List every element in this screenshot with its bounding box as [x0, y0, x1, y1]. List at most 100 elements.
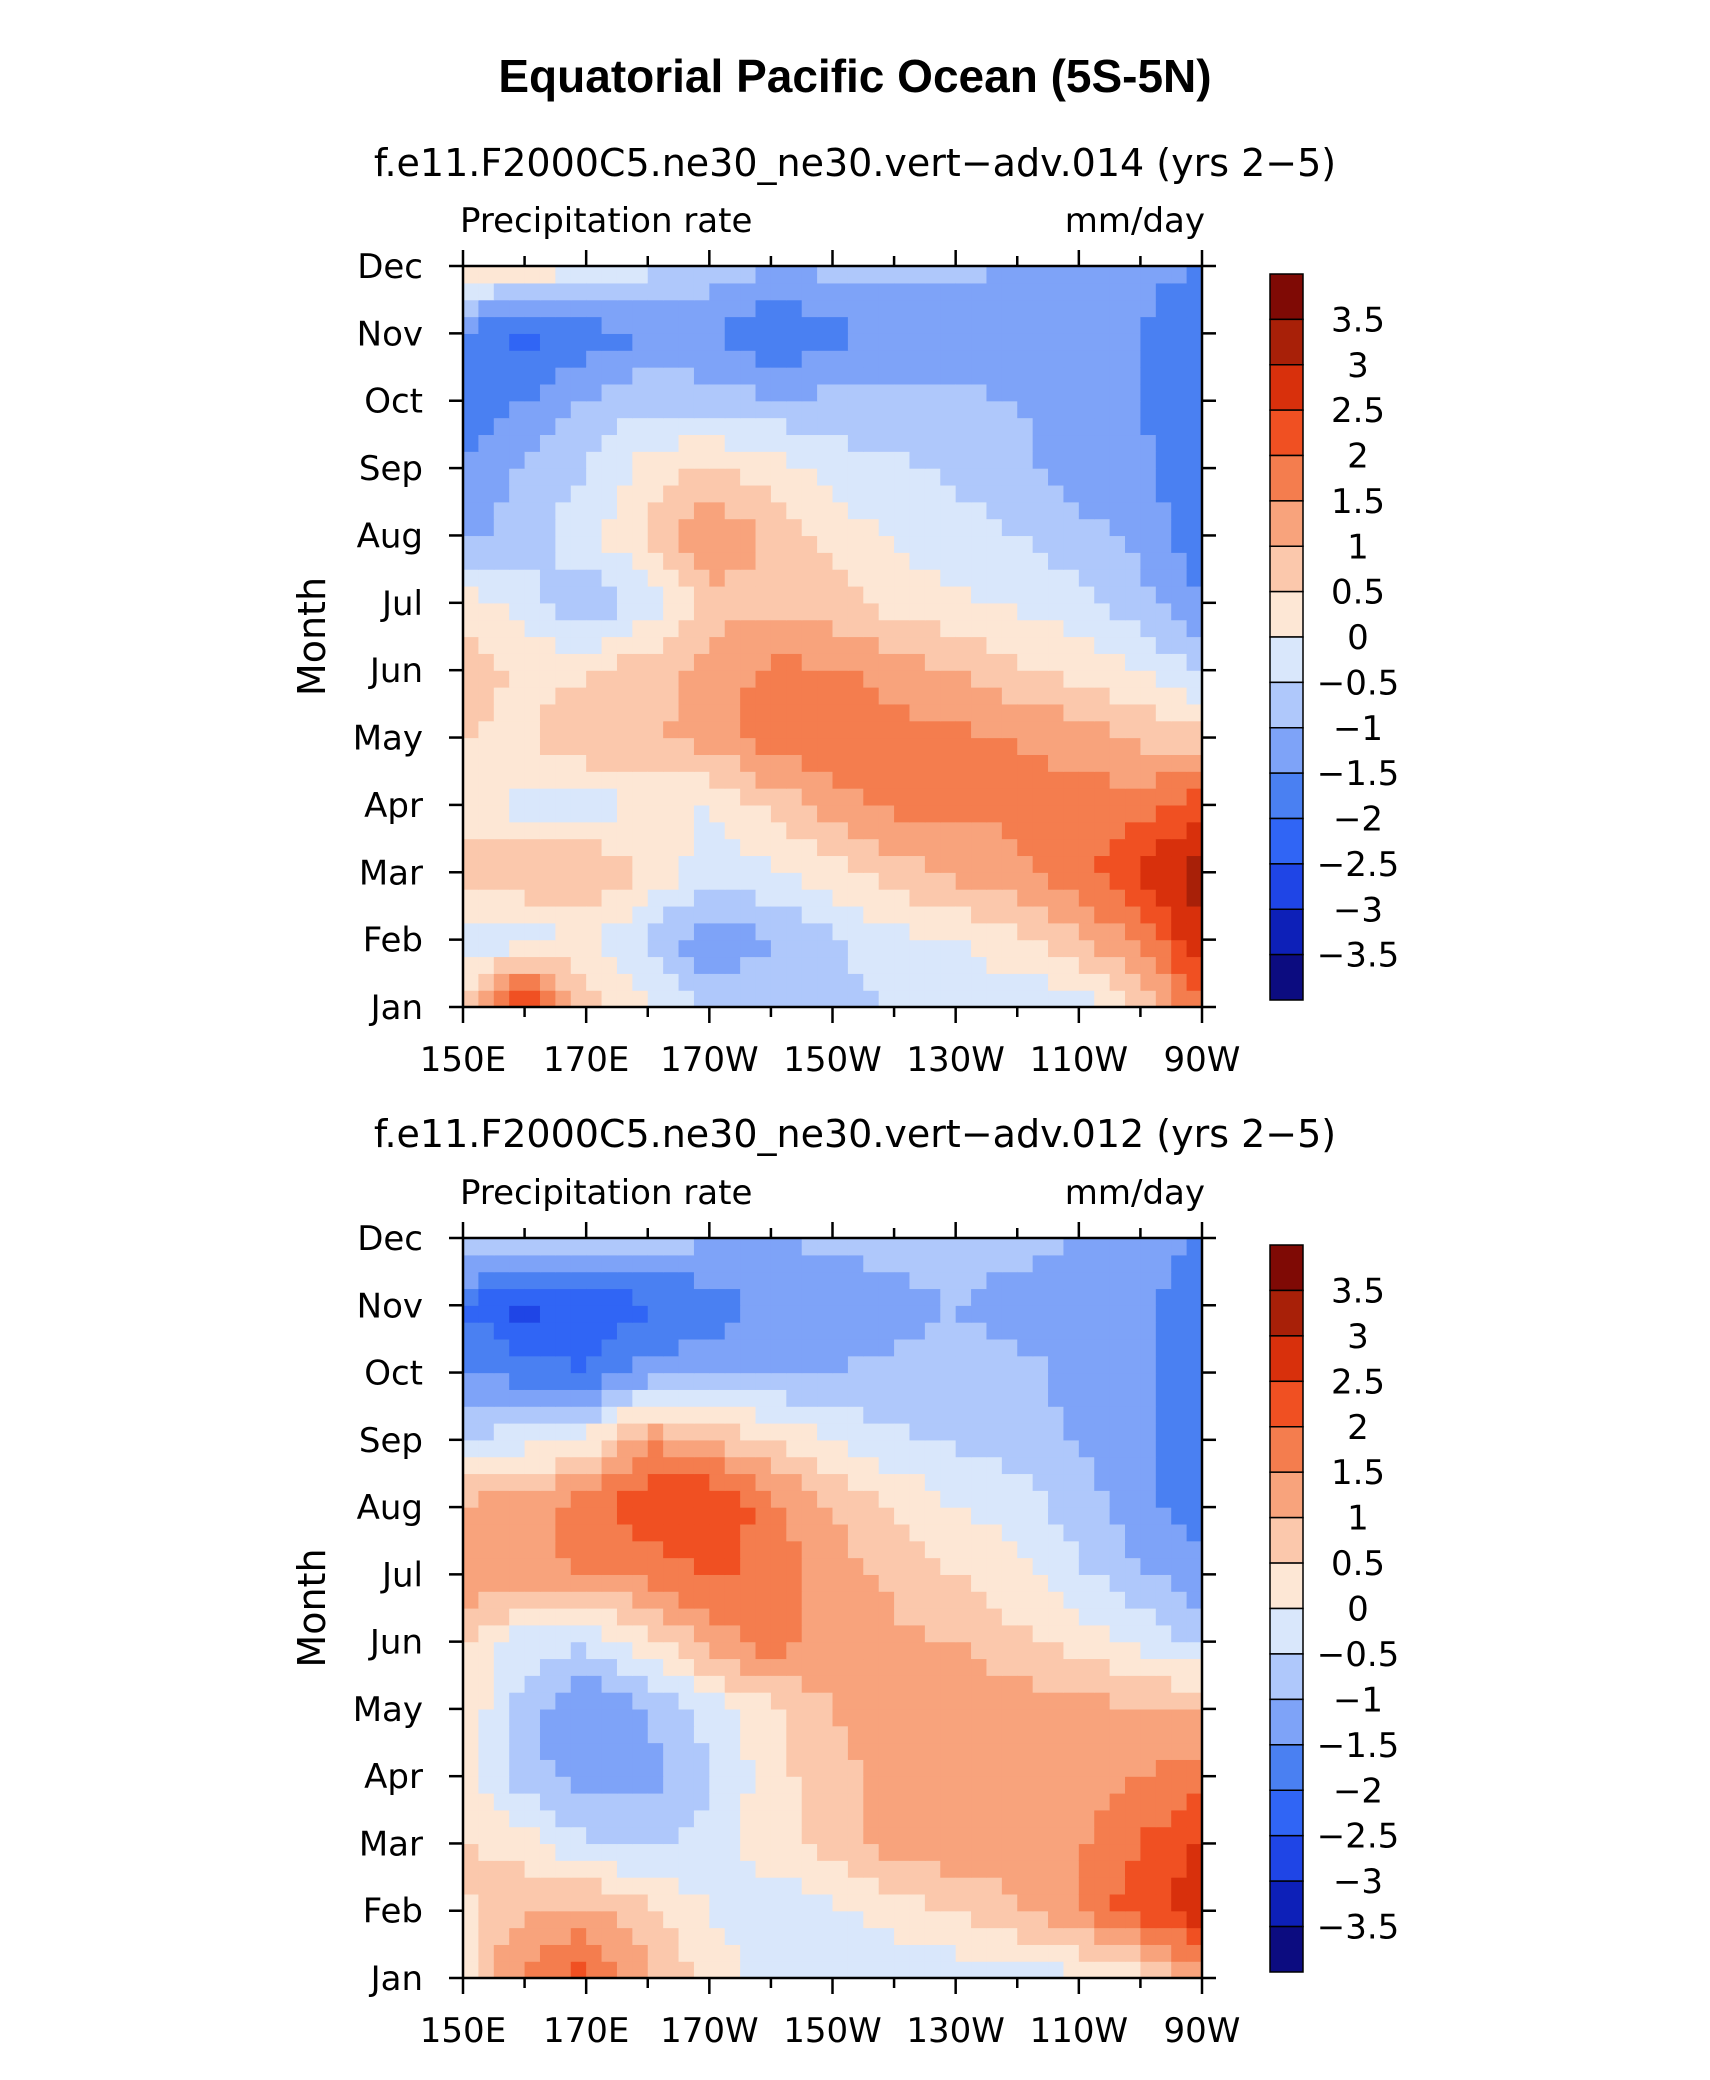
heatmap-cell [463, 670, 479, 688]
heatmap-cell [878, 939, 895, 958]
colorbar-box [1269, 1335, 1304, 1383]
heatmap-cell [1171, 1288, 1188, 1306]
heatmap-cell [1155, 1507, 1172, 1525]
heatmap-cell [1109, 1238, 1126, 1256]
heatmap-cell [786, 703, 803, 722]
heatmap-cell [601, 905, 618, 924]
heatmap-cell [847, 1708, 864, 1727]
heatmap-cell [924, 788, 941, 806]
heatmap-cell [1048, 602, 1065, 621]
heatmap-cell [894, 333, 911, 351]
heatmap-cell [586, 973, 603, 991]
heatmap-cell [740, 1725, 757, 1744]
heatmap-cell [1186, 1961, 1203, 1979]
heatmap-cell [1125, 1641, 1142, 1660]
heatmap-cell [1155, 417, 1172, 436]
heatmap-cell [1140, 1490, 1157, 1508]
heatmap-cell [616, 1490, 633, 1508]
heatmap-cell [1063, 1809, 1080, 1828]
heatmap-cell [647, 990, 664, 1008]
heatmap-cell [786, 552, 803, 570]
heatmap-cell [524, 939, 541, 958]
heatmap-cell [463, 1338, 479, 1357]
heatmap-cell [539, 720, 556, 739]
heatmap-cell [863, 350, 880, 368]
heatmap-cell [1171, 1692, 1188, 1710]
heatmap-cell [678, 400, 695, 419]
heatmap-cell [663, 973, 680, 991]
heatmap-cell [847, 1608, 864, 1626]
heatmap-cell [863, 266, 880, 284]
heatmap-cell [832, 1238, 849, 1256]
heatmap-cell [709, 299, 726, 318]
heatmap-cell [693, 1423, 710, 1441]
heatmap-cell [509, 1860, 526, 1878]
heatmap-cell [586, 1338, 603, 1357]
heatmap-cell [570, 1439, 587, 1458]
heatmap-cell [1109, 501, 1126, 520]
heatmap-cell [1017, 855, 1034, 873]
y-axis-label: Month [290, 1548, 334, 1667]
heatmap-cell [878, 1490, 895, 1508]
heatmap-cell [1063, 282, 1080, 301]
heatmap-cell [1032, 1557, 1049, 1575]
heatmap-cell [786, 1641, 803, 1660]
heatmap-cell [678, 518, 695, 537]
heatmap-cell [663, 838, 680, 857]
heatmap-cell [1155, 804, 1172, 823]
heatmap-cell [555, 1658, 572, 1676]
heatmap-cell [971, 1523, 988, 1542]
heatmap-cell [894, 1557, 911, 1575]
heatmap-cell [971, 1961, 988, 1979]
heatmap-cell [1017, 1860, 1034, 1878]
heatmap-cell [647, 619, 664, 638]
heatmap-cell [1078, 804, 1095, 823]
heatmap-cell [1032, 1742, 1049, 1760]
heatmap-cell [601, 619, 618, 638]
heatmap-cell [909, 973, 926, 991]
heatmap-cell [770, 1439, 787, 1458]
heatmap-cell [801, 1254, 818, 1273]
heatmap-cell [678, 1692, 695, 1710]
heatmap-cell [724, 1406, 741, 1424]
heatmap-cell [740, 1927, 757, 1945]
heatmap-cell [1109, 316, 1126, 334]
heatmap-cell [924, 1557, 941, 1575]
heatmap-cell [894, 569, 911, 587]
heatmap-cell [801, 1809, 818, 1828]
heatmap-cell [493, 889, 510, 907]
heatmap-cell [1001, 1708, 1018, 1727]
heatmap-cell [740, 602, 757, 621]
heatmap-cell [463, 1406, 479, 1424]
heatmap-cell [740, 535, 757, 553]
heatmap-cell [1078, 1305, 1095, 1323]
x-tick-label: 150W [783, 1040, 882, 1080]
heatmap-cell [940, 956, 957, 974]
heatmap-cell [740, 1692, 757, 1710]
heatmap-cell [817, 417, 834, 436]
heatmap-cell [817, 1641, 834, 1660]
heatmap-cell [909, 1574, 926, 1592]
y-tick-label: Jan [369, 988, 423, 1028]
heatmap-cell [847, 468, 864, 486]
heatmap-cell [894, 838, 911, 857]
heatmap-cell [863, 1591, 880, 1609]
heatmap-cell [863, 922, 880, 941]
heatmap-cell [1186, 518, 1203, 537]
heatmap-cell [878, 1759, 895, 1777]
heatmap-cell [1094, 788, 1111, 806]
heatmap-cell [647, 1271, 664, 1290]
heatmap-cell [832, 804, 849, 823]
heatmap-cell [539, 333, 556, 351]
heatmap-cell [847, 1490, 864, 1508]
heatmap-cell [509, 1893, 526, 1912]
heatmap-cell [1155, 1725, 1172, 1744]
heatmap-cell [1155, 670, 1172, 688]
heatmap-cell [940, 1927, 957, 1945]
heatmap-cell [678, 1507, 695, 1525]
heatmap-cell [1078, 838, 1095, 857]
heatmap-cell [1032, 350, 1049, 368]
heatmap-cell [924, 1793, 941, 1811]
heatmap-cell [1125, 1271, 1142, 1290]
heatmap-cell [971, 585, 988, 604]
